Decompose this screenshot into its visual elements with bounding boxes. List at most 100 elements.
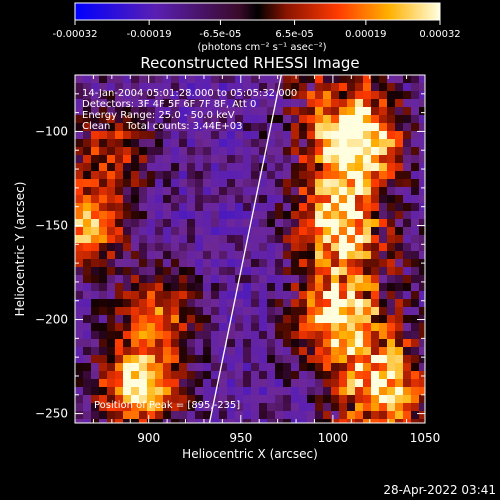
heatmap-cell [75, 403, 83, 411]
heatmap-cell [83, 379, 91, 387]
heatmap-cell [123, 219, 131, 227]
heatmap-cell [123, 179, 131, 187]
heatmap-cell [203, 123, 211, 131]
heatmap-cell [171, 403, 179, 411]
heatmap-cell [259, 195, 267, 203]
heatmap-cell [91, 235, 99, 243]
heatmap-cell [355, 235, 363, 243]
heatmap-cell [347, 179, 355, 187]
heatmap-cell [307, 211, 315, 219]
heatmap-cell [419, 251, 425, 259]
heatmap-cell [379, 115, 387, 123]
heatmap-cell [139, 307, 147, 315]
heatmap-cell [243, 331, 251, 339]
heatmap-cell [211, 315, 219, 323]
heatmap-cell [307, 187, 315, 195]
heatmap-cell [323, 115, 331, 123]
heatmap-cell [195, 371, 203, 379]
heatmap-cell [99, 155, 107, 163]
heatmap-cell [139, 235, 147, 243]
heatmap-cell [299, 387, 307, 395]
heatmap-cell [187, 235, 195, 243]
heatmap-cell [371, 235, 379, 243]
heatmap-cell [379, 371, 387, 379]
heatmap-cell [139, 275, 147, 283]
heatmap-cell [355, 211, 363, 219]
heatmap-cell [139, 267, 147, 275]
heatmap-cell [235, 171, 243, 179]
heatmap-cell [147, 323, 155, 331]
heatmap-cell [299, 315, 307, 323]
heatmap-cell [251, 99, 259, 107]
heatmap-cell [275, 187, 283, 195]
heatmap-cell [355, 403, 363, 411]
heatmap-cell [107, 171, 115, 179]
heatmap-cell [283, 267, 291, 275]
heatmap-cell [251, 347, 259, 355]
heatmap-cell [395, 131, 403, 139]
heatmap-cell [395, 163, 403, 171]
heatmap-cell [403, 283, 411, 291]
heatmap-cell [419, 123, 425, 131]
heatmap-cell [251, 179, 259, 187]
heatmap-cell [83, 315, 91, 323]
heatmap-cell [419, 339, 425, 347]
heatmap-cell [267, 131, 275, 139]
heatmap-cell [419, 75, 425, 83]
heatmap-cell [259, 411, 267, 419]
heatmap-cell [283, 115, 291, 123]
heatmap-cell [147, 155, 155, 163]
heatmap-cell [339, 411, 347, 419]
heatmap-cell [83, 267, 91, 275]
heatmap-cell [291, 323, 299, 331]
heatmap-cell [227, 107, 235, 115]
heatmap-cell [315, 307, 323, 315]
heatmap-cell [275, 307, 283, 315]
heatmap-cell [83, 259, 91, 267]
heatmap-cell [131, 99, 139, 107]
heatmap-cell [203, 187, 211, 195]
heatmap-cell [115, 419, 123, 423]
heatmap-cell [411, 107, 419, 115]
heatmap-cell [283, 163, 291, 171]
heatmap-cell [371, 403, 379, 411]
heatmap-cell [235, 339, 243, 347]
heatmap-cell [251, 387, 259, 395]
heatmap-cell [411, 139, 419, 147]
heatmap-cell [371, 259, 379, 267]
heatmap-cell [371, 411, 379, 419]
heatmap-cell [235, 123, 243, 131]
heatmap-cell [331, 203, 339, 211]
heatmap-cell [187, 91, 195, 99]
x-axis: 900 950 1000 1050 [92, 75, 440, 445]
heatmap-cell [211, 131, 219, 139]
heatmap-cell [211, 99, 219, 107]
heatmap-cell [395, 347, 403, 355]
heatmap-cell [379, 355, 387, 363]
heatmap-cell [99, 131, 107, 139]
heatmap-cell [259, 267, 267, 275]
heatmap-cell [147, 339, 155, 347]
heatmap-cell [115, 291, 123, 299]
heatmap-cell [419, 371, 425, 379]
heatmap-cell [371, 115, 379, 123]
heatmap-cell [347, 243, 355, 251]
heatmap-cell [275, 179, 283, 187]
heatmap-cell [195, 307, 203, 315]
heatmap-cell [291, 275, 299, 283]
heatmap-cell [379, 339, 387, 347]
heatmap-cell [131, 139, 139, 147]
heatmap-cell [171, 251, 179, 259]
heatmap-cell [163, 323, 171, 331]
heatmap-cell [363, 187, 371, 195]
heatmap-cell [363, 243, 371, 251]
heatmap-cell [371, 363, 379, 371]
heatmap-cell [339, 107, 347, 115]
heatmap-cell [131, 171, 139, 179]
heatmap-cell [211, 155, 219, 163]
heatmap-cell [147, 403, 155, 411]
heatmap-cell [259, 203, 267, 211]
heatmap-cell [315, 331, 323, 339]
heatmap-cell [315, 291, 323, 299]
heatmap-cell [187, 251, 195, 259]
